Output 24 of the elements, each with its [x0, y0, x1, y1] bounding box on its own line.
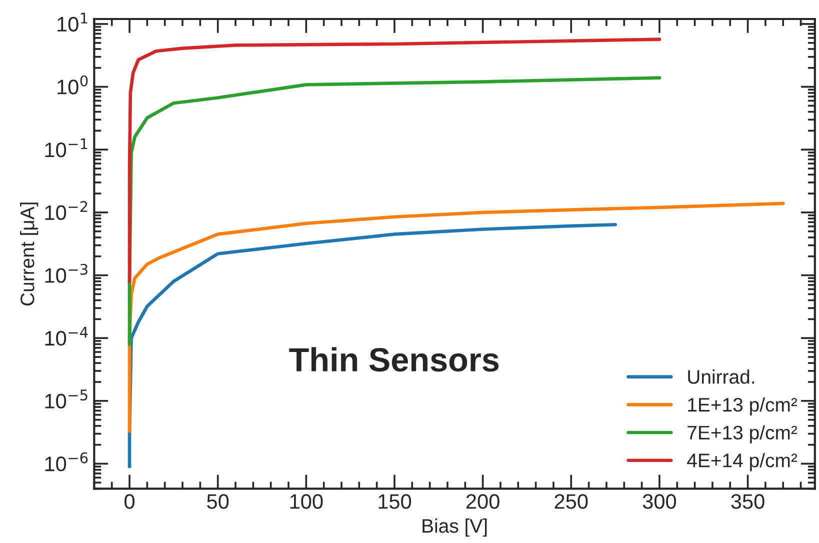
y-tick-label: 10$^{−6}$: [45, 452, 88, 472]
x-tick-label: 250: [554, 494, 588, 509]
x-tick-label: 200: [466, 494, 500, 509]
x-tick-label: 300: [642, 494, 676, 509]
x-tick-label: 150: [378, 494, 412, 509]
y-tick-label: 10$^{−2}$: [45, 201, 88, 220]
x-axis-title: Bias [V]: [422, 518, 487, 537]
y-tick-label: 10$^{−1}$: [45, 138, 88, 158]
legend-label: 1E+13 p/cm²: [688, 397, 798, 416]
legend-label: Unirrad.: [688, 370, 754, 384]
annotation: Thin Sensors: [289, 347, 499, 372]
y-tick-label: 10$^{1}$: [58, 12, 88, 32]
legend-label: 4E+14 p/cm²: [687, 453, 798, 472]
y-tick-label: 10$^{−3}$: [45, 264, 88, 283]
x-tick-label: 0: [124, 494, 134, 509]
y-axis-title: Current [μA]: [20, 202, 38, 306]
line-series: [128, 38, 662, 284]
legend-label: 7E+13 p/cm²: [688, 425, 798, 444]
x-tick-label: 50: [207, 494, 229, 509]
x-tick-label: 350: [731, 494, 764, 509]
y-tick-label: 10$^{0}$: [58, 75, 88, 94]
y-tick-label: 10$^{−5}$: [45, 390, 88, 408]
y-tick-label: 10$^{−4}$: [45, 326, 88, 346]
x-tick-label: 100: [290, 494, 323, 509]
